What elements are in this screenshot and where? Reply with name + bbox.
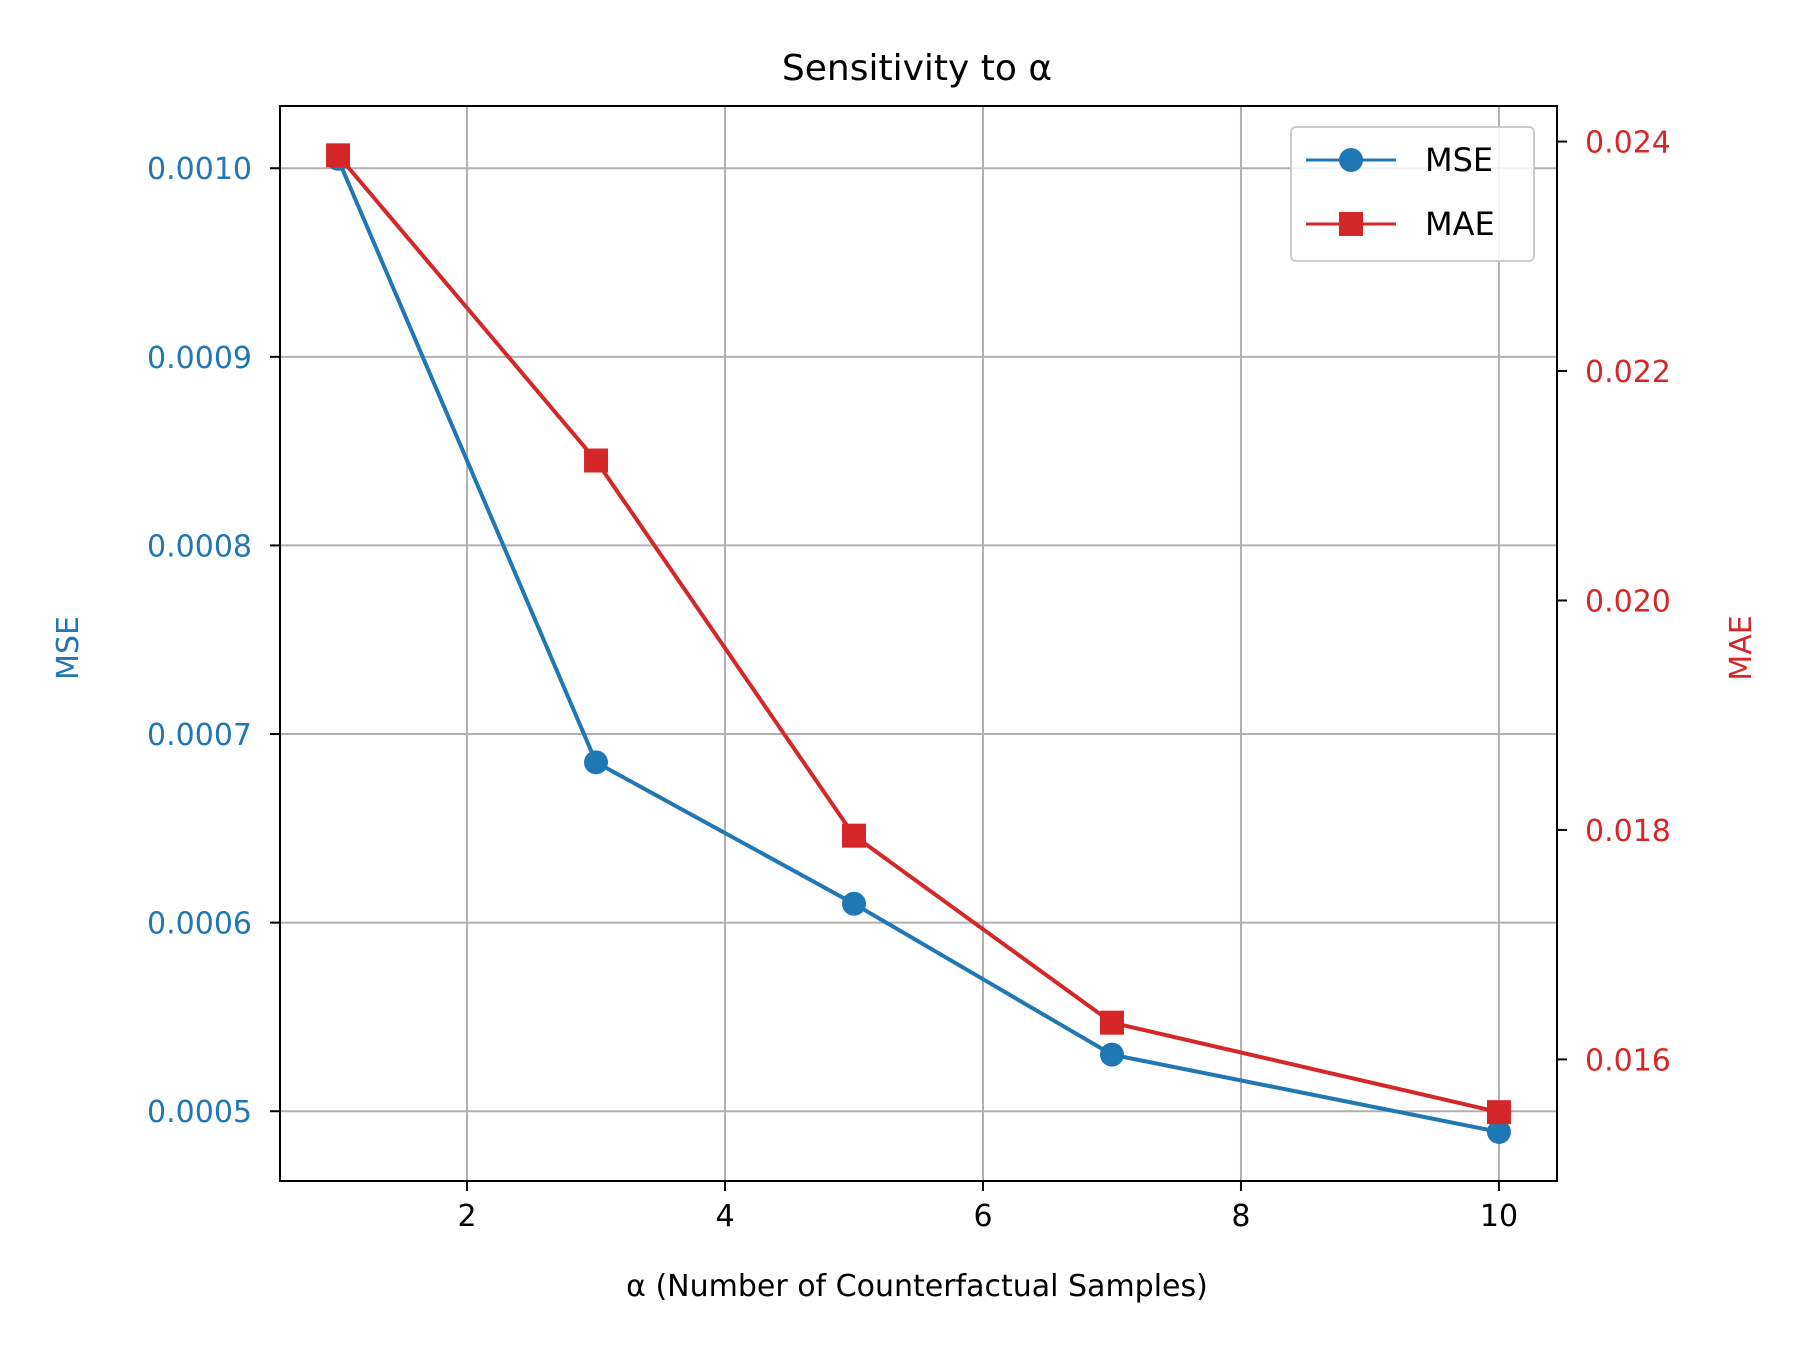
x-axis-label: α (Number of Counterfactual Samples) [626,1269,1208,1304]
x-tick-label: 10 [1480,1199,1518,1234]
y-axis-label-left: MSE [51,616,86,680]
y-right-tick-label: 0.016 [1585,1043,1671,1078]
plot-series [326,143,1511,1144]
chart-title: Sensitivity to α [782,48,1052,89]
y-right-tick-label: 0.020 [1585,584,1671,619]
x-tick-label: 8 [1231,1199,1250,1234]
y-right-tick-label: 0.018 [1585,814,1671,849]
mse-point [1099,1042,1124,1067]
plot-frame [279,105,1558,1182]
mae-point [584,448,609,473]
legend-box [1290,126,1535,262]
mae-point [1099,1010,1124,1035]
legend-mse-label: MSE [1425,141,1493,179]
y-left-tick-label: 0.0007 [147,718,252,753]
legend-mae-label: MAE [1425,205,1495,243]
x-tick-label: 2 [457,1199,476,1234]
mae-point [1486,1100,1511,1125]
mse-point [584,750,609,775]
y-left-tick-label: 0.0006 [147,907,252,942]
y-right-tick-label: 0.022 [1585,355,1671,390]
mse-point [842,891,867,916]
y-left-tick-label: 0.0008 [147,529,252,564]
y-right-tick-label: 0.024 [1585,126,1671,161]
axes: 2 4 6 8 10 0.0005 0.0006 0.0007 0.0008 0.0009 0.00… [147,126,1671,1234]
y-left-tick-label: 0.0005 [147,1095,252,1130]
x-tick-label: 6 [973,1199,992,1234]
legend-mae-marker [1339,212,1363,236]
y-axis-label-right: MAE [1724,615,1759,680]
mae-point [842,823,867,848]
mse-point [1486,1119,1511,1144]
legend-mse-marker [1339,148,1363,172]
y-left-tick-label: 0.0009 [147,341,252,376]
mae-point [326,143,351,168]
x-tick-label: 4 [715,1199,734,1234]
y-left-tick-label: 0.0010 [147,152,252,187]
legend: MSE MAE [1290,126,1535,262]
